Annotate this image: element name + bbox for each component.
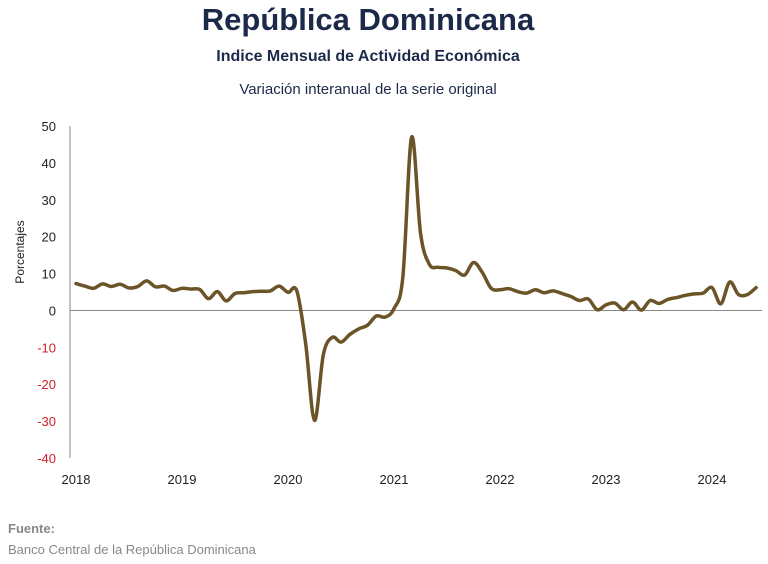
y-tick-label: 50 xyxy=(42,119,56,134)
x-tick-label: 2022 xyxy=(486,472,515,487)
x-tick-label: 2021 xyxy=(380,472,409,487)
x-axis-ticks: 2018 2019 2020 2021 2022 2023 2024 xyxy=(62,472,727,487)
x-tick-label: 2024 xyxy=(698,472,727,487)
series-line xyxy=(74,135,758,423)
x-tick-label: 2020 xyxy=(274,472,303,487)
y-tick-label: 0 xyxy=(49,303,56,318)
y-tick-label: 20 xyxy=(42,230,56,245)
y-tick-label: -20 xyxy=(37,377,56,392)
y-tick-label: -10 xyxy=(37,340,56,355)
source-text: Banco Central de la República Dominicana xyxy=(8,542,256,557)
y-tick-label: -40 xyxy=(37,451,56,466)
chart-subtitle: Indice Mensual de Actividad Económica xyxy=(216,48,520,65)
source-heading: Fuente: xyxy=(8,521,55,536)
y-axis-ticks: 50 40 30 20 10 0 -10 -20 -30 -40 xyxy=(37,119,56,466)
line-chart: 50 40 30 20 10 0 -10 -20 -30 -40 2018 2019 2020 2021… xyxy=(13,119,762,487)
chart-title: República Dominicana xyxy=(201,2,535,37)
x-tick-label: 2019 xyxy=(168,472,197,487)
chart-subtitle-secondary: Variación interanual de la serie origina… xyxy=(239,81,497,98)
y-tick-label: -30 xyxy=(37,414,56,429)
y-tick-label: 30 xyxy=(42,193,56,208)
y-axis-label: Porcentajes xyxy=(13,220,27,283)
y-tick-label: 10 xyxy=(42,267,56,282)
x-tick-label: 2018 xyxy=(62,472,91,487)
y-tick-label: 40 xyxy=(42,156,56,171)
x-tick-label: 2023 xyxy=(592,472,621,487)
